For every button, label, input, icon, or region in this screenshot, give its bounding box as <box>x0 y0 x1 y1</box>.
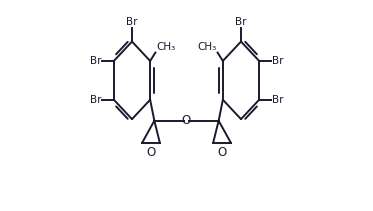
Text: Br: Br <box>90 56 101 66</box>
Text: O: O <box>182 114 191 127</box>
Text: Br: Br <box>235 17 247 27</box>
Text: O: O <box>146 146 156 160</box>
Text: CH₃: CH₃ <box>197 42 217 51</box>
Text: Br: Br <box>272 95 283 105</box>
Text: Br: Br <box>272 56 283 66</box>
Text: CH₃: CH₃ <box>156 42 176 51</box>
Text: O: O <box>217 146 227 160</box>
Text: Br: Br <box>90 95 101 105</box>
Text: Br: Br <box>126 17 138 27</box>
